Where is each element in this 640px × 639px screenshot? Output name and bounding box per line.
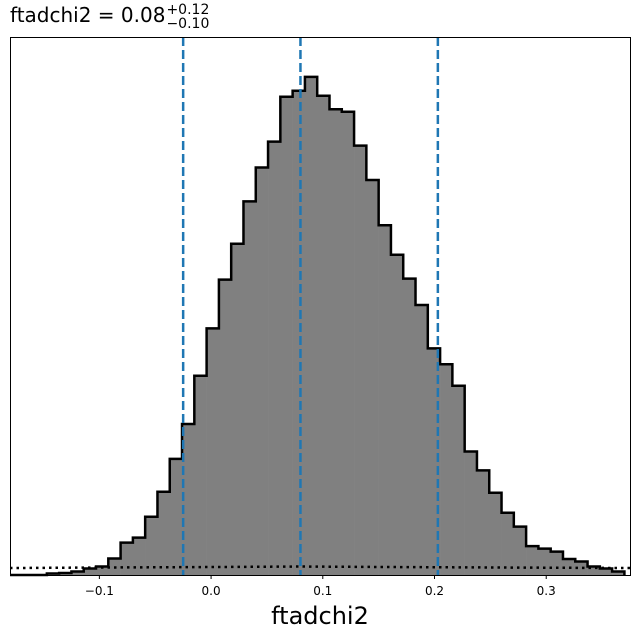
histogram-bar [366,179,379,576]
histogram-bar [403,278,416,575]
histogram-bar [292,90,306,576]
histogram-bar [526,546,539,575]
histogram-bar [243,201,257,575]
x-axis-ticks: −0.1 0.0 0.1 0.2 0.3 [85,575,556,598]
histogram-bar [194,375,207,575]
histogram-bar [304,76,318,575]
histogram-bar [182,424,195,575]
histogram-bar [317,95,330,575]
histogram-bar [157,491,171,575]
histogram-bar [513,526,527,575]
histogram-bar [96,566,109,575]
histogram-bar [132,537,146,575]
histogram-bar [145,516,158,575]
histogram-bar [550,551,564,575]
histogram-bar [218,279,232,575]
x-axis-label: ftadchi2 [271,602,369,630]
x-tick-label: 0.3 [537,584,556,598]
histogram-bar [255,167,269,575]
histogram-bar [587,566,601,575]
histogram-bar [390,254,404,575]
x-tick-label: 0.1 [313,584,332,598]
histogram-bar [341,111,355,575]
histogram-bar [206,328,220,575]
histogram-bar [599,568,613,575]
histogram-bar [268,141,281,575]
histogram-bar [415,305,429,575]
histogram-bar [169,458,183,575]
histogram-outline [10,75,626,577]
histogram-bar [501,512,515,575]
chart-title: ftadchi2 = 0.08 +0.12 −0.10 [10,2,209,32]
histogram-bar [120,542,134,575]
histogram-bar [464,451,478,575]
histogram-bar [612,571,625,575]
histogram-bar [231,243,244,575]
histogram-bar [452,385,465,575]
plot-area [9,37,631,577]
chart-title-main: ftadchi2 = 0.08 [10,3,165,27]
x-tick-label: −0.1 [85,584,114,598]
chart-title-superscript: +0.12 [166,2,209,18]
histogram-bar [280,96,293,576]
histogram-bar [489,492,502,575]
histogram-bar [71,571,85,575]
x-tick-label: 0.0 [202,584,221,598]
histogram-bar [476,470,490,575]
chart-title-subscript: −0.10 [166,16,209,32]
histogram-bar [329,109,343,576]
histogram-bar [538,548,551,575]
histogram-bar [83,568,97,575]
plot-frame [10,37,631,576]
histogram-bar [354,145,367,575]
histogram-bar [575,561,588,575]
histogram-bar [378,225,392,576]
x-tick-label: 0.2 [425,584,444,598]
histogram-bar [440,364,453,575]
